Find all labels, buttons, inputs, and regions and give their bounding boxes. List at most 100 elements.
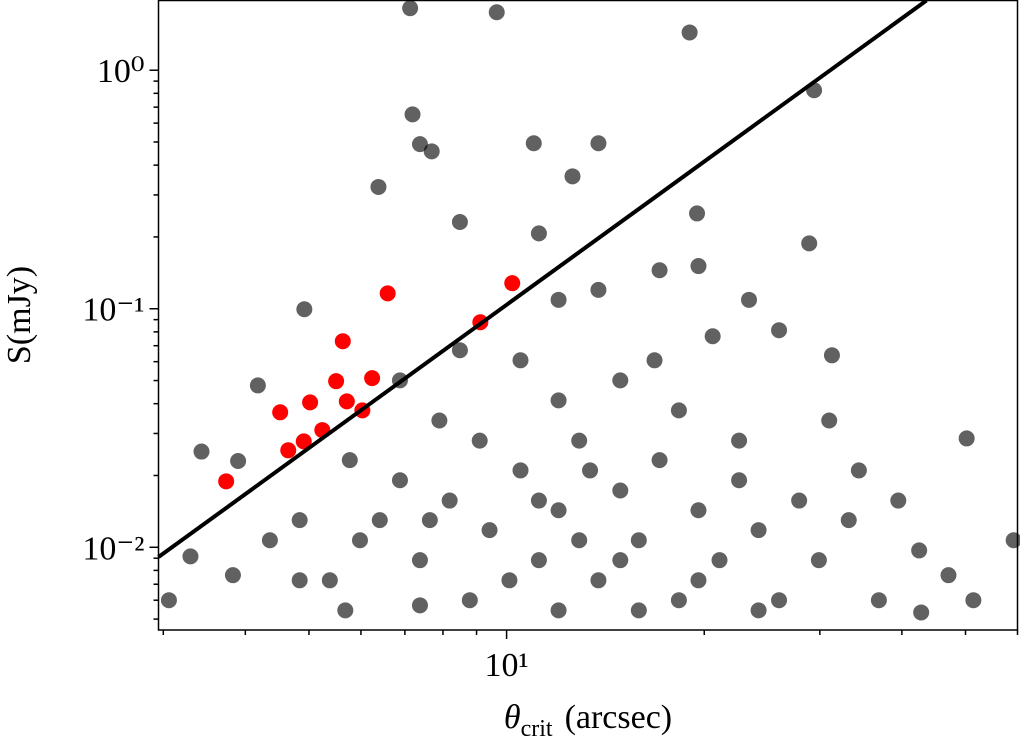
scatter-point	[550, 602, 567, 619]
scatter-point	[840, 512, 857, 529]
scatter-point	[681, 24, 698, 41]
scatter-point	[193, 443, 210, 460]
y-axis-label: S(mJy)	[1, 266, 38, 364]
scatter-point	[364, 370, 381, 387]
scatter-point	[582, 462, 599, 479]
scatter-point	[630, 532, 647, 549]
scatter-point	[481, 522, 498, 539]
scatter-point	[1005, 532, 1020, 549]
scatter-point	[690, 572, 707, 589]
scatter-point	[501, 572, 518, 589]
scatter-point	[821, 412, 838, 429]
scatter-point	[370, 178, 387, 195]
scatter-point	[741, 291, 758, 308]
scatter-point	[940, 567, 957, 584]
x-label-unit: (arcsec)	[565, 699, 673, 736]
scatter-point	[913, 604, 930, 621]
scatter-point	[791, 492, 808, 509]
x-label-symbol: θ	[504, 699, 521, 736]
scatter-point	[731, 432, 748, 449]
scatter-point	[646, 352, 663, 369]
scatter-point	[870, 592, 887, 609]
scatter-point	[571, 432, 588, 449]
scatter-point	[512, 462, 529, 479]
scatter-point	[564, 168, 581, 185]
scatter-point	[911, 542, 928, 559]
scatter-point	[291, 572, 308, 589]
scatter-point	[488, 4, 505, 21]
x-axis-label: θcrit (arcsec)	[504, 699, 672, 741]
scatter-point	[651, 262, 668, 279]
scatter-point	[550, 502, 567, 519]
scatter-point	[711, 552, 728, 569]
scatter-point	[451, 342, 468, 359]
scatter-point	[461, 592, 478, 609]
scatter-point	[451, 214, 468, 231]
scatter-point	[850, 462, 867, 479]
scatter-point	[731, 472, 748, 489]
scatter-point	[291, 512, 308, 529]
scatter-point	[411, 136, 428, 153]
x-tick-label: 10¹	[484, 647, 528, 684]
scatter-point	[224, 567, 241, 584]
scatter-point	[670, 402, 687, 419]
scatter-point	[280, 442, 297, 459]
y-tick-label: 10⁻²	[82, 530, 144, 567]
scatter-point	[801, 235, 818, 252]
scatter-point	[690, 258, 707, 275]
scatter-point	[771, 322, 788, 339]
scatter-point	[421, 512, 438, 529]
scatter-point	[590, 281, 607, 298]
scatter-point	[182, 548, 199, 565]
scatter-point	[530, 552, 547, 569]
scatter-point	[423, 143, 440, 160]
axes-frame	[157, 0, 1019, 631]
scatter-point	[704, 328, 721, 345]
scatter-point	[404, 106, 421, 123]
scatter-point	[571, 532, 588, 549]
scatter-point	[391, 472, 408, 489]
scatter-point	[958, 430, 975, 447]
scatter-point	[530, 492, 547, 509]
scatter-point	[371, 512, 388, 529]
scatter-point	[651, 452, 668, 469]
scatter-point	[411, 597, 428, 614]
y-tick-label: 10⁻¹	[82, 292, 144, 329]
scatter-point	[965, 592, 982, 609]
scatter-point	[890, 492, 907, 509]
fit-line	[157, 0, 928, 559]
scatter-point	[525, 135, 542, 152]
scatter-point	[341, 452, 358, 469]
scatter-point	[810, 552, 827, 569]
scatter-point	[750, 522, 767, 539]
scatter-point	[328, 373, 345, 390]
scatter-point	[351, 532, 368, 549]
scatter-point	[230, 452, 247, 469]
scatter-point	[750, 602, 767, 619]
scatter-point	[295, 433, 312, 450]
scatter-point	[612, 552, 629, 569]
scatter-point	[504, 275, 521, 292]
y-tick-label: 10⁰	[97, 53, 145, 90]
scatter-point	[590, 135, 607, 152]
scatter-point	[530, 225, 547, 242]
scatter-point	[379, 285, 396, 302]
scatter-point	[261, 532, 278, 549]
scatter-point	[823, 347, 840, 364]
plot-area	[157, 0, 1020, 621]
scatter-point	[249, 377, 266, 394]
scatter-point	[630, 602, 647, 619]
scatter-point	[296, 301, 313, 318]
scatter-point	[218, 473, 235, 490]
scatter-point	[411, 552, 428, 569]
scatter-point	[302, 394, 319, 411]
scatter-point	[334, 333, 351, 350]
scatter-point	[690, 502, 707, 519]
scatter-point	[431, 412, 448, 429]
scatter-point	[471, 432, 488, 449]
scatter-point	[321, 572, 338, 589]
scatter-point	[612, 372, 629, 389]
x-label-subscript: crit	[521, 716, 553, 741]
scatter-point	[338, 393, 355, 410]
